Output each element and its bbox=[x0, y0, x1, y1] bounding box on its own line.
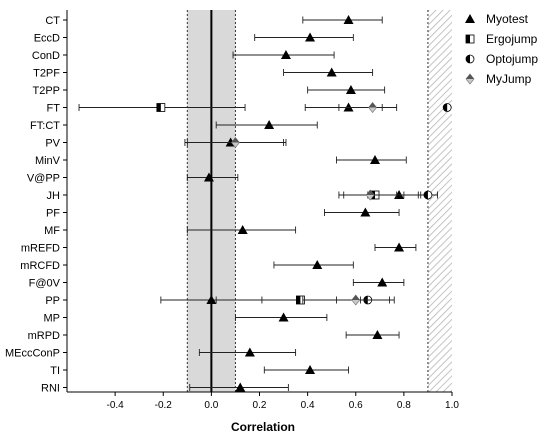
point-optojump-jh bbox=[423, 190, 433, 200]
x-tick-label: -0.2 bbox=[155, 400, 173, 411]
category-label-t2pp: T2PP bbox=[32, 85, 60, 97]
category-labels: CT EccD ConD T2PF T2PP FT FT:CT PV MinV V@PP JH PF M… bbox=[5, 15, 67, 395]
point-myotest-ct bbox=[343, 15, 354, 24]
marker-fill bbox=[368, 102, 377, 108]
point-myotest-eccd bbox=[305, 32, 316, 42]
x-axis-title: Correlation bbox=[231, 420, 295, 434]
category-label-f-0v: F@0V bbox=[29, 278, 61, 290]
category-label-ct: CT bbox=[45, 15, 60, 27]
point-myotest-pf bbox=[360, 207, 371, 217]
category-label-eccd: EccD bbox=[34, 33, 60, 45]
marker-fill bbox=[351, 295, 360, 300]
point-myjump-ft bbox=[368, 102, 377, 113]
legend-label-optojump: Optojump bbox=[486, 52, 538, 66]
marker-fill bbox=[423, 191, 428, 199]
category-label-t2pf: T2PF bbox=[33, 68, 60, 80]
category-label-pp: PP bbox=[45, 295, 60, 307]
category-label-ft: FT bbox=[47, 103, 61, 115]
series-marks bbox=[78, 15, 452, 392]
marker-fill bbox=[296, 296, 301, 304]
x-axis-ticks: -0.4 -0.2 0.0 0.2 0.4 0.6 0.8 1.0 bbox=[107, 392, 459, 411]
category-label-mrpd: mRPD bbox=[28, 330, 60, 342]
category-label-minv: MinV bbox=[35, 155, 61, 167]
point-myotest-mrefd bbox=[394, 242, 405, 252]
category-label-mf: MF bbox=[44, 225, 60, 237]
marker-fill bbox=[156, 103, 161, 112]
marker-fill bbox=[366, 190, 375, 195]
point-myotest-v-pp bbox=[203, 172, 214, 182]
point-myotest-pp bbox=[206, 295, 217, 304]
point-myotest-f-0v bbox=[377, 277, 388, 287]
point-myjump-jh bbox=[365, 189, 375, 201]
x-tick-label: 0.4 bbox=[301, 400, 315, 411]
point-myotest-t2pf bbox=[326, 67, 337, 77]
point-ergojump-ft bbox=[156, 103, 166, 112]
point-myotest-jh bbox=[394, 190, 405, 199]
x-tick-label: 0.8 bbox=[397, 400, 411, 411]
legend: Myotest Ergojump Optojump MyJump bbox=[465, 12, 538, 86]
category-label-pf: PF bbox=[46, 208, 60, 220]
point-myotest-rni bbox=[235, 382, 246, 392]
category-label-mp: MP bbox=[44, 313, 61, 325]
category-label-mrcfd: mRCFD bbox=[20, 260, 60, 272]
point-myotest-cond bbox=[280, 50, 291, 59]
category-label-ft-ct: FT:CT bbox=[30, 120, 60, 132]
category-label-v-pp: V@PP bbox=[27, 173, 60, 185]
x-tick-label: 0.2 bbox=[253, 400, 267, 411]
series-ergojump bbox=[78, 103, 405, 305]
point-myotest-mf bbox=[237, 225, 248, 234]
point-myotest-mp bbox=[278, 312, 289, 322]
category-label-ti: TI bbox=[50, 365, 60, 377]
point-myotest-minv bbox=[370, 155, 380, 164]
reference-regions bbox=[186, 10, 452, 392]
point-myotest-ti bbox=[305, 365, 316, 374]
point-myjump-pv bbox=[231, 137, 240, 148]
category-label-meccconp: MEccConP bbox=[5, 348, 60, 360]
category-label-rni: RNI bbox=[41, 383, 60, 395]
x-tick-label: 0.0 bbox=[204, 400, 218, 411]
point-myotest-meccconp bbox=[244, 347, 255, 357]
legend-marker-optojump bbox=[465, 54, 475, 64]
marker-fill bbox=[466, 55, 470, 63]
point-myotest-mrpd bbox=[372, 330, 383, 339]
x-tick-label: 1.0 bbox=[445, 400, 459, 411]
marker-fill bbox=[466, 74, 474, 79]
point-optojump-ft bbox=[442, 103, 452, 112]
legend-marker-myotest bbox=[465, 14, 475, 23]
point-myotest-mrcfd bbox=[312, 260, 323, 269]
legend-marker-ergojump bbox=[465, 34, 475, 44]
marker-fill bbox=[443, 103, 448, 112]
high-validity-region bbox=[427, 10, 452, 392]
legend-label-ergojump: Ergojump bbox=[486, 32, 538, 46]
category-label-pv: PV bbox=[45, 138, 60, 150]
marker-fill bbox=[231, 137, 240, 143]
point-myotest-t2pp bbox=[345, 85, 356, 94]
legend-label-myotest: Myotest bbox=[486, 12, 529, 26]
x-tick-label: 0.6 bbox=[349, 400, 363, 411]
x-tick-label: -0.4 bbox=[107, 400, 125, 411]
category-label-cond: ConD bbox=[32, 50, 60, 62]
point-myotest-ft-ct bbox=[264, 120, 275, 129]
legend-label-myjump: MyJump bbox=[486, 72, 532, 86]
point-myjump-pp bbox=[351, 294, 361, 306]
category-label-mrefd: mREFD bbox=[21, 243, 60, 255]
marker-fill bbox=[466, 35, 470, 43]
series-myjump bbox=[186, 102, 398, 306]
point-myotest-ft bbox=[343, 102, 354, 112]
category-label-jh: JH bbox=[47, 190, 61, 202]
series-myotest bbox=[160, 15, 422, 392]
legend-marker-myjump bbox=[465, 73, 475, 85]
